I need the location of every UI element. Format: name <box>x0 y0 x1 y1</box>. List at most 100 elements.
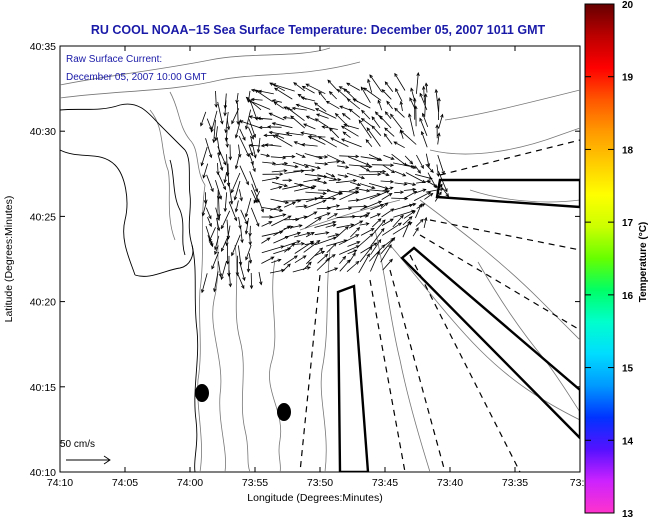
current-vector-head <box>360 118 365 122</box>
current-vector-head <box>308 136 313 140</box>
current-vector <box>308 136 326 145</box>
current-vector <box>314 251 325 256</box>
current-vector-head <box>388 193 393 197</box>
current-vector <box>426 180 438 188</box>
current-vector-head <box>216 171 220 176</box>
current-vector <box>302 85 315 94</box>
current-vector-head <box>241 285 245 290</box>
current-vector <box>342 131 351 139</box>
x-tick-label: 73:45 <box>372 477 398 489</box>
current-vector-head <box>285 200 290 204</box>
current-vector <box>341 138 362 148</box>
current-vector-head <box>248 115 253 119</box>
current-vector <box>273 225 291 236</box>
current-vector-field <box>200 71 450 294</box>
current-vector <box>424 193 433 200</box>
current-vector-head <box>290 115 295 120</box>
map-frame <box>59 45 581 473</box>
current-vector <box>419 93 428 111</box>
current-vector <box>380 180 394 183</box>
current-vector <box>206 174 214 192</box>
current-vector <box>294 185 316 192</box>
current-vector <box>203 163 209 179</box>
current-vector-head <box>426 163 431 168</box>
current-vector-head <box>274 87 279 92</box>
current-vector-head <box>378 200 383 204</box>
current-vector <box>327 79 339 92</box>
current-vector-head <box>242 277 246 282</box>
current-vector <box>245 244 252 260</box>
current-vector <box>213 271 219 292</box>
current-vector-head <box>240 239 244 244</box>
current-vector <box>366 127 381 147</box>
current-vector <box>269 131 293 137</box>
current-vector <box>393 141 405 149</box>
current-vector <box>403 188 416 191</box>
current-vector <box>393 210 415 218</box>
current-vector <box>394 108 405 118</box>
current-vector-head <box>417 169 421 174</box>
current-vector-head <box>334 112 339 117</box>
current-vector-head <box>400 190 405 195</box>
current-vector-head <box>340 138 346 142</box>
current-vector <box>293 169 315 172</box>
current-vector <box>303 178 321 183</box>
current-vector-head <box>279 208 284 212</box>
current-vector <box>258 200 264 213</box>
current-vector <box>237 102 239 125</box>
current-vector-head <box>399 100 404 105</box>
current-vector <box>386 101 393 110</box>
current-vector-head <box>270 256 275 260</box>
current-vector-head <box>437 132 441 137</box>
current-vector-head <box>380 203 385 208</box>
current-vector <box>335 113 349 128</box>
x-tick-label: 74:05 <box>112 477 138 489</box>
current-vector <box>383 154 395 160</box>
current-vector-head <box>223 208 228 213</box>
current-vector-head <box>389 218 394 223</box>
current-vector <box>348 220 363 229</box>
current-vector <box>409 97 416 110</box>
current-vector <box>382 164 395 173</box>
current-vector-head <box>300 242 306 246</box>
current-vector-head <box>332 223 337 228</box>
current-vector <box>414 165 421 174</box>
current-vector <box>400 101 403 111</box>
y-tick-label: 40:35 <box>30 41 56 53</box>
y-tick-label: 40:30 <box>30 126 56 138</box>
current-vector-head <box>235 99 239 105</box>
current-vector-head <box>268 221 273 225</box>
current-vector <box>215 207 220 221</box>
current-vector-head <box>360 86 365 91</box>
current-vector-head <box>298 224 303 228</box>
current-vector <box>343 88 359 103</box>
current-vector <box>245 109 251 130</box>
current-vector <box>261 237 271 244</box>
current-vector-head <box>415 227 419 232</box>
current-vector <box>215 90 217 108</box>
current-vector <box>327 161 340 163</box>
current-vector <box>416 72 419 94</box>
current-vector-head <box>369 233 374 237</box>
current-vector <box>249 144 261 147</box>
current-vector <box>306 115 316 121</box>
current-vector <box>380 244 392 263</box>
current-vector-head <box>246 268 251 273</box>
current-vector-head <box>254 188 259 193</box>
current-vector <box>238 216 241 229</box>
current-vector <box>286 107 305 122</box>
current-vector-head <box>302 255 307 259</box>
current-vector <box>371 218 382 228</box>
current-vector <box>207 235 213 245</box>
current-vector-head <box>228 156 233 161</box>
current-vector <box>326 154 345 164</box>
current-vector-head <box>421 112 426 117</box>
current-vector-head <box>385 190 391 194</box>
current-vector <box>381 193 393 200</box>
current-vector <box>370 239 382 255</box>
current-vector <box>361 110 371 120</box>
current-vector <box>381 208 394 218</box>
current-vector <box>422 113 429 128</box>
current-vector <box>248 119 256 138</box>
current-vector-head <box>322 191 327 196</box>
